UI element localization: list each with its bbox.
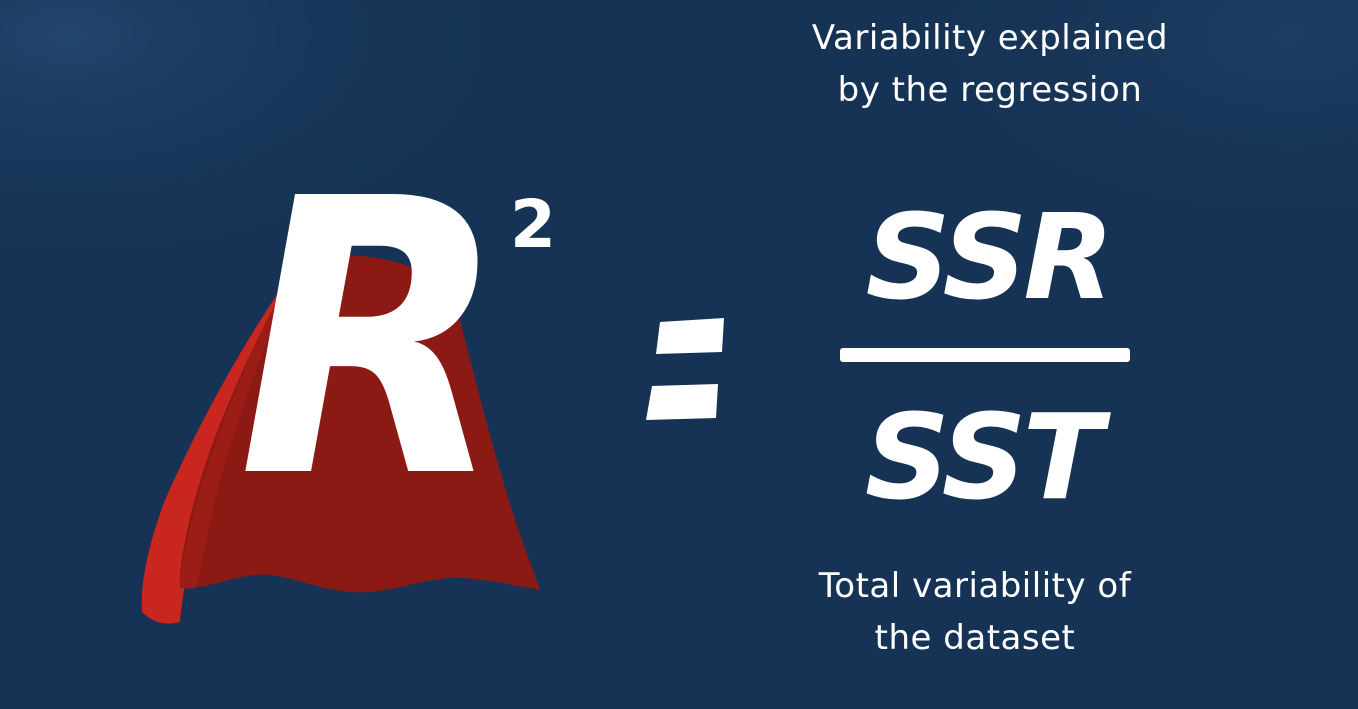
fraction-numerator: SSR (865, 188, 1115, 326)
fraction-denominator: SST (864, 388, 1103, 526)
numerator-annotation-line2: by the regression (837, 70, 1143, 110)
numerator-annotation: Variability explained by the regression (760, 12, 1220, 116)
equals-sign (646, 318, 724, 420)
denominator-annotation-line1: Total variability of (818, 566, 1132, 606)
denominator-annotation: Total variability of the dataset (760, 560, 1190, 664)
r-exponent: 2 (510, 186, 556, 263)
r-symbol: R (238, 118, 508, 561)
fraction-bar (840, 348, 1130, 362)
numerator-annotation-line1: Variability explained (811, 18, 1169, 58)
superhero-cape-icon (141, 255, 540, 624)
denominator-annotation-line2: the dataset (874, 618, 1076, 658)
